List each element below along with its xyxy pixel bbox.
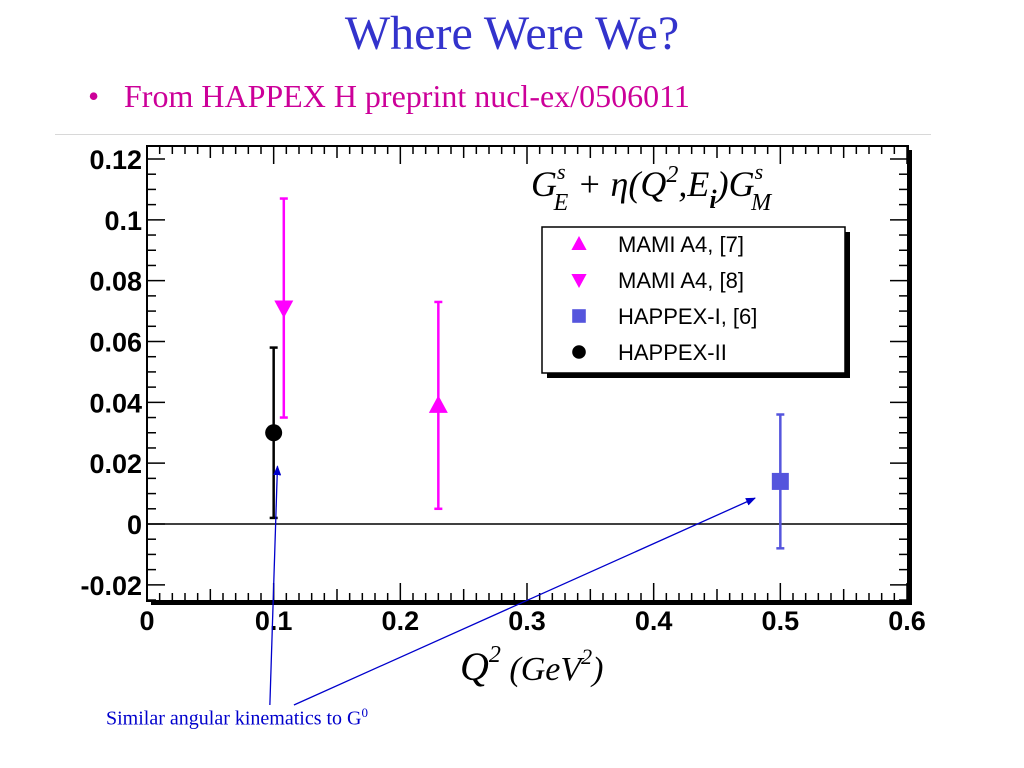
y-tick-label: -0.02 [80,571,142,601]
slide-title: Where Were We? [344,7,680,60]
data-point [265,424,283,442]
legend-label: MAMI A4, [8] [618,268,744,293]
legend-marker [571,236,587,250]
x-tick-label: 0.4 [635,606,673,636]
annotation-text: Similar angular kinematics to G [106,707,362,730]
legend-marker [572,345,586,359]
x-tick-label: 0.1 [255,606,293,636]
x-tick-label: 0 [139,606,154,636]
bullet-marker: • [88,78,100,114]
annotation-note: Similar angular kinematics to G0 [106,705,368,731]
legend-label: HAPPEX-II [618,340,727,365]
data-point [428,395,448,413]
x-tick-label: 0.5 [762,606,800,636]
formula-label: Gs E + η(Q2,Ei)Gs M [531,159,773,216]
bullet-item: • From HAPPEX H preprint nucl-ex/0506011 [88,78,690,115]
divider [55,134,931,135]
data-point [771,472,789,490]
annotation-arrow [269,465,282,705]
legend-box [541,226,846,374]
x-tick-label: 0.3 [508,606,546,636]
y-tick-label: 0.06 [89,328,142,358]
legend-label: MAMI A4, [7] [618,232,744,257]
y-tick-label: 0.12 [89,145,142,175]
y-tick-label: 0.04 [89,388,142,418]
annotation-arrow [293,497,756,706]
y-tick-label: 0.02 [89,449,142,479]
legend-label: HAPPEX-I, [6] [618,304,757,329]
legend-marker [572,309,586,323]
x-tick-label: 0.6 [888,606,926,636]
x-axis-label: Q2 (GeV2) [460,642,603,689]
annotation-superscript: 0 [361,705,369,720]
legend-marker [571,274,587,288]
bullet-text: From HAPPEX H preprint nucl-ex/0506011 [124,78,690,114]
y-tick-label: 0 [127,510,142,540]
x-tick-label: 0.2 [382,606,420,636]
data-point [274,300,294,319]
y-tick-label: 0.1 [104,206,142,236]
y-tick-label: 0.08 [89,267,142,297]
